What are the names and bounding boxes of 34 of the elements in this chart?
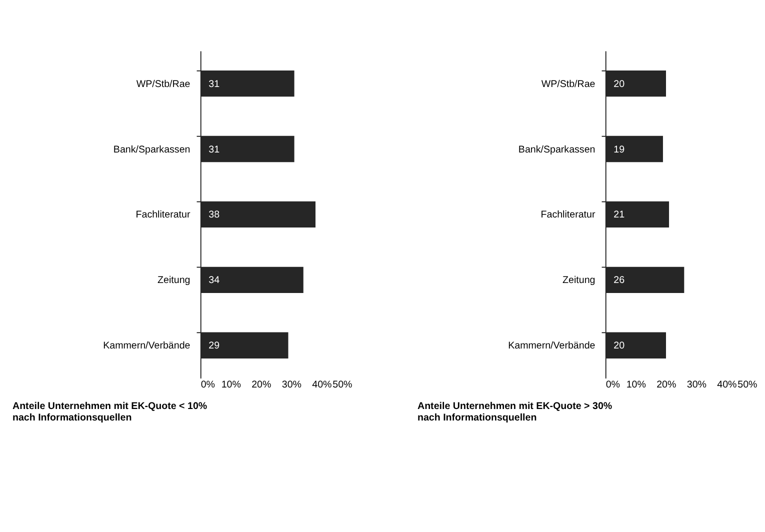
x-tick-label: 30% (686, 380, 707, 390)
x-tick-label: 50% (332, 380, 353, 390)
data-label: 21 (614, 210, 625, 221)
y-tick-label: Kammern/Verbände (103, 340, 191, 352)
y-tick-label: Fachliteratur (540, 210, 596, 221)
data-label: 26 (614, 275, 626, 286)
x-tick-label: 0% (606, 380, 620, 390)
x-tick-label: 40% (717, 380, 738, 390)
data-label: 38 (208, 210, 220, 221)
data-label: 29 (208, 340, 220, 352)
y-tick-label: WP/Stb/Rae (541, 78, 596, 90)
data-label: 20 (614, 78, 626, 90)
text: Anteile Unternehmen mit EK-Quote > 30% nach Informationsquellen (417, 401, 612, 424)
x-tick-label: 50% (738, 380, 758, 390)
y-tick-label: Fachliteratur (136, 210, 191, 221)
data-label: 31 (208, 78, 220, 90)
x-tick-label: 10% (221, 380, 242, 390)
x-tick-label: 40% (312, 380, 332, 390)
x-tick-label: 10% (626, 380, 646, 390)
data-label: 31 (208, 144, 220, 156)
y-tick-label: Bank/Sparkassen (518, 144, 596, 156)
x-tick-label: 20% (656, 380, 676, 390)
y-tick-label: Zeitung (562, 275, 596, 286)
x-tick-label: 20% (252, 380, 272, 390)
text: Anteile Unternehmen mit EK-Quote < 10% nach Informationsquellen (12, 401, 208, 424)
data-label: 19 (614, 144, 625, 156)
data-label: 34 (208, 275, 220, 286)
data-label: 20 (614, 340, 626, 352)
y-tick-label: Kammern/Verbände (508, 340, 596, 352)
y-tick-label: WP/Stb/Rae (136, 78, 191, 90)
x-tick-label: 30% (282, 380, 302, 390)
x-tick-label: 0% (200, 380, 216, 390)
y-tick-label: Zeitung (158, 275, 190, 286)
y-tick-label: Bank/Sparkassen (113, 144, 190, 156)
